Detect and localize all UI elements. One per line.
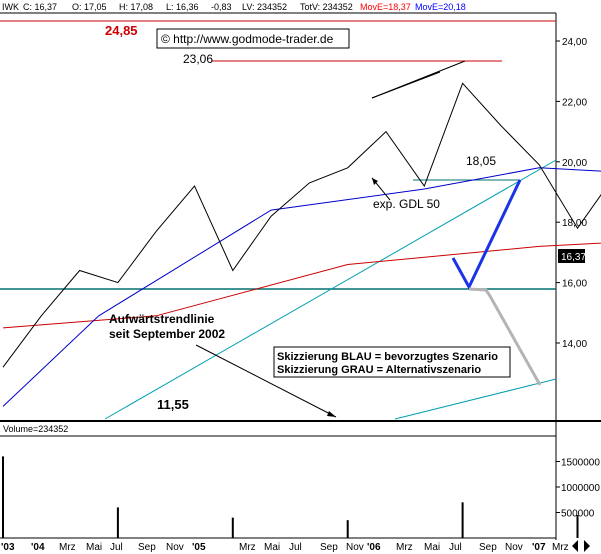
price-y-tick-label: 16,00 [562, 279, 587, 290]
volume-y-tick-label: 1500000 [561, 458, 600, 469]
header-close: C: 16,37 [23, 2, 57, 12]
header-change: -0,83 [211, 2, 232, 12]
last-price-tag [558, 249, 585, 263]
price-y-tick-label: 14,00 [562, 339, 587, 350]
x-axis-tick-label: Mai [264, 542, 280, 553]
trendline-arrow-head [327, 411, 336, 417]
x-axis-tick-label: Sep [320, 542, 338, 553]
price-y-tick-label: 20,00 [562, 158, 587, 169]
header-symbol: IWK [2, 2, 19, 12]
volume-y-axis: 1500000 1000000 500000 [556, 458, 600, 520]
price-y-tick-label: 24,00 [562, 37, 587, 48]
volume-label: Volume=234352 [3, 424, 68, 434]
x-axis-tick-label: '03 [1, 542, 15, 553]
header-move-red: MovE=18,37 [360, 2, 411, 12]
x-axis-tick-label: Mrz [396, 542, 413, 553]
watermark-text: © http://www.godmode-trader.de [161, 32, 334, 46]
scroll-right-icon[interactable] [584, 540, 590, 552]
x-axis-tick-label: Nov [505, 542, 523, 553]
x-axis-tick-label: Sep [138, 542, 156, 553]
wedge-lower-line [371, 71, 441, 99]
x-axis-tick-label: Sep [479, 542, 497, 553]
x-axis-tick-label: Mai [424, 542, 440, 553]
header-strip: IWK C: 16,37 O: 17,05 H: 17,08 L: 16,36 … [0, 0, 601, 13]
price-series-line [2, 82, 601, 368]
trendline-label-line2: seit September 2002 [109, 327, 225, 341]
trendline-label-line1: Aufwärtstrendlinie [109, 312, 215, 326]
x-axis-tick-label: Jul [449, 542, 462, 553]
scenario-blue-text: Skizzierung BLAU = bevorzugtes Szenario [277, 351, 498, 363]
volume-y-tick-label: 500000 [561, 509, 595, 520]
chart-overlays [0, 20, 557, 420]
x-axis-tick-label: '06 [367, 542, 381, 553]
x-axis-tick-label: Mrz [239, 542, 256, 553]
x-axis-tick-label: Jul [110, 542, 123, 553]
lower-trend-line [394, 378, 557, 420]
scenario-legend-box [273, 346, 511, 378]
label-2306: 23,06 [183, 52, 213, 66]
x-axis-tick-label: '07 [532, 542, 546, 553]
x-axis-tick-label: Mrz [552, 542, 569, 553]
label-1155: 11,55 [157, 397, 189, 412]
price-y-tick-label: 22,00 [562, 97, 587, 108]
trendline-arrow [195, 344, 337, 418]
gdl-arrow-head [372, 178, 378, 185]
scenario-gray-text: Skizzierung GRAU = Alternativszenario [277, 364, 481, 376]
moving-average-blue [2, 167, 601, 407]
x-axis-tick-label: Nov [346, 542, 364, 553]
x-axis-tick-label: Nov [166, 542, 184, 553]
label-2485: 24,85 [105, 23, 138, 38]
last-price-label: 16,37 [561, 252, 586, 263]
volume-y-tick-label: 1000000 [561, 483, 600, 494]
header-low: L: 16,36 [166, 2, 199, 12]
label-1805: 18,05 [466, 154, 496, 168]
gdl-label: exp. GDL 50 [373, 197, 440, 211]
header-lv: LV: 234352 [242, 2, 287, 12]
moving-average-red [2, 242, 601, 329]
x-axis: '03'04 Mrz Mai Jul Sep Nov '05 Mrz Mai Jul Sep Nov '… [1, 542, 569, 553]
header-high: H: 17,08 [119, 2, 153, 12]
scroll-left-icon[interactable] [572, 540, 578, 552]
scenario-blue-path [451, 179, 522, 291]
watermark-box [156, 28, 350, 49]
x-axis-tick-label: Jul [289, 542, 302, 553]
x-axis-tick-label: '05 [192, 542, 206, 553]
x-axis-tick-label: '04 [31, 542, 45, 553]
scenario-gray-path [468, 287, 542, 386]
volume-panel: Volume=234352 1500000 1000000 500000 [0, 424, 600, 539]
volume-bars [2, 456, 579, 538]
header-open: O: 17,05 [72, 2, 107, 12]
uptrend-line [104, 159, 557, 420]
x-axis-tick-label: Mrz [59, 542, 76, 553]
header-move-blue: MovE=20,18 [415, 2, 466, 12]
header-totv: TotV: 234352 [300, 2, 353, 12]
x-axis-tick-label: Mai [86, 542, 102, 553]
